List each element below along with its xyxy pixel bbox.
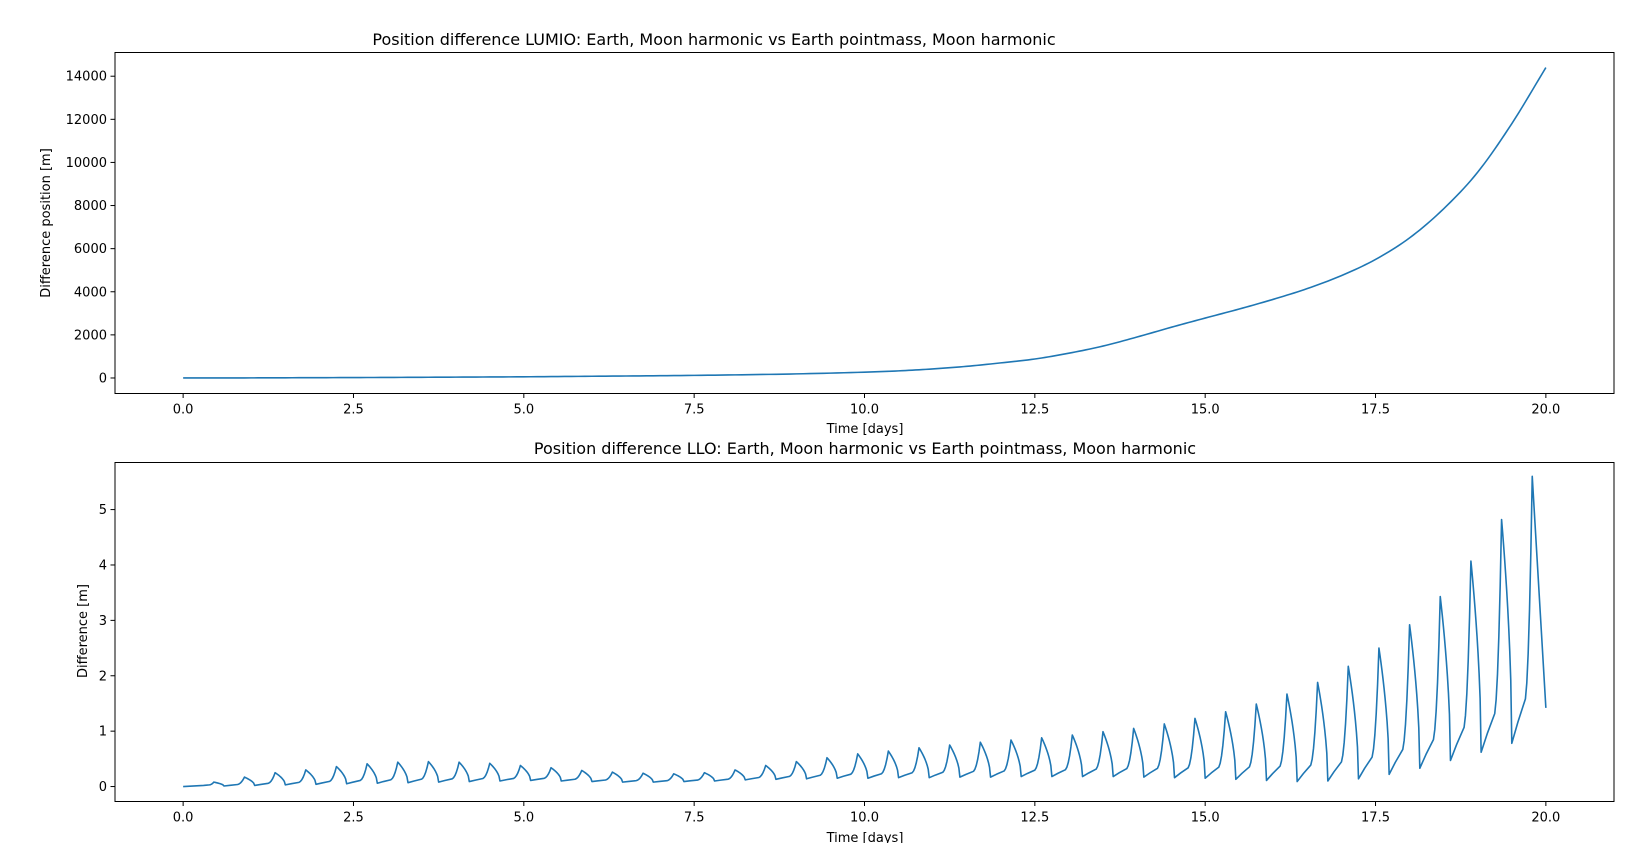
llo-chart: Position difference LLO: Earth, Moon har…	[76, 439, 1615, 843]
x-tick-label: 0.0	[173, 403, 194, 418]
x-tick-label: 17.5	[1361, 811, 1390, 826]
y-tick-label: 2	[99, 669, 107, 684]
x-tick-label: 7.5	[684, 403, 705, 418]
y-axis-label: Difference [m]	[76, 584, 91, 678]
x-tick-label: 15.0	[1191, 811, 1220, 826]
llo-plot-area	[183, 475, 1547, 788]
x-tick-label: 20.0	[1531, 811, 1560, 826]
y-axis-ticks: 0 2000 4000 6000 8000 10000 12000 14000	[66, 70, 115, 386]
x-tick-label: 5.0	[513, 811, 534, 826]
y-tick-label: 0	[99, 371, 107, 386]
x-tick-label: 7.5	[684, 811, 705, 826]
chart-title: Position difference LUMIO: Earth, Moon h…	[372, 30, 1055, 49]
y-tick-label: 14000	[66, 70, 107, 85]
x-axis-ticks: 0.0 2.5 5.0 7.5 10.0 12.5 15.0 17.5 20.0	[173, 801, 1560, 826]
y-tick-label: 1	[99, 725, 107, 740]
x-tick-label: 10.0	[850, 403, 879, 418]
x-tick-label: 5.0	[513, 403, 534, 418]
chart-title: Position difference LLO: Earth, Moon har…	[534, 439, 1196, 458]
series-line	[183, 475, 1547, 788]
x-tick-label: 0.0	[173, 811, 194, 826]
x-tick-label: 15.0	[1191, 403, 1220, 418]
series-line	[183, 67, 1547, 379]
x-axis-label: Time [days]	[826, 422, 904, 437]
x-tick-label: 2.5	[343, 811, 364, 826]
y-tick-label: 4000	[74, 285, 107, 300]
y-tick-label: 6000	[74, 242, 107, 257]
y-tick-label: 12000	[66, 113, 107, 128]
y-tick-label: 8000	[74, 199, 107, 214]
x-tick-label: 17.5	[1361, 403, 1390, 418]
y-tick-label: 10000	[66, 156, 107, 171]
x-tick-label: 10.0	[850, 811, 879, 826]
y-tick-label: 4	[99, 558, 107, 573]
x-axis-label: Time [days]	[826, 831, 904, 843]
x-tick-label: 12.5	[1020, 811, 1049, 826]
x-tick-label: 2.5	[343, 403, 364, 418]
lumio-plot-area	[183, 67, 1547, 379]
y-tick-label: 5	[99, 503, 107, 518]
y-axis-label: Difference position [m]	[39, 148, 54, 298]
y-tick-label: 3	[99, 614, 107, 629]
x-axis-ticks: 0.0 2.5 5.0 7.5 10.0 12.5 15.0 17.5 20.0	[173, 393, 1560, 418]
x-tick-label: 20.0	[1531, 403, 1560, 418]
y-tick-label: 0	[99, 780, 107, 795]
lumio-chart: Position difference LUMIO: Earth, Moon h…	[39, 30, 1615, 437]
y-axis-ticks: 0 1 2 3 4 5	[99, 503, 115, 795]
x-tick-label: 12.5	[1020, 403, 1049, 418]
y-tick-label: 2000	[74, 328, 107, 343]
